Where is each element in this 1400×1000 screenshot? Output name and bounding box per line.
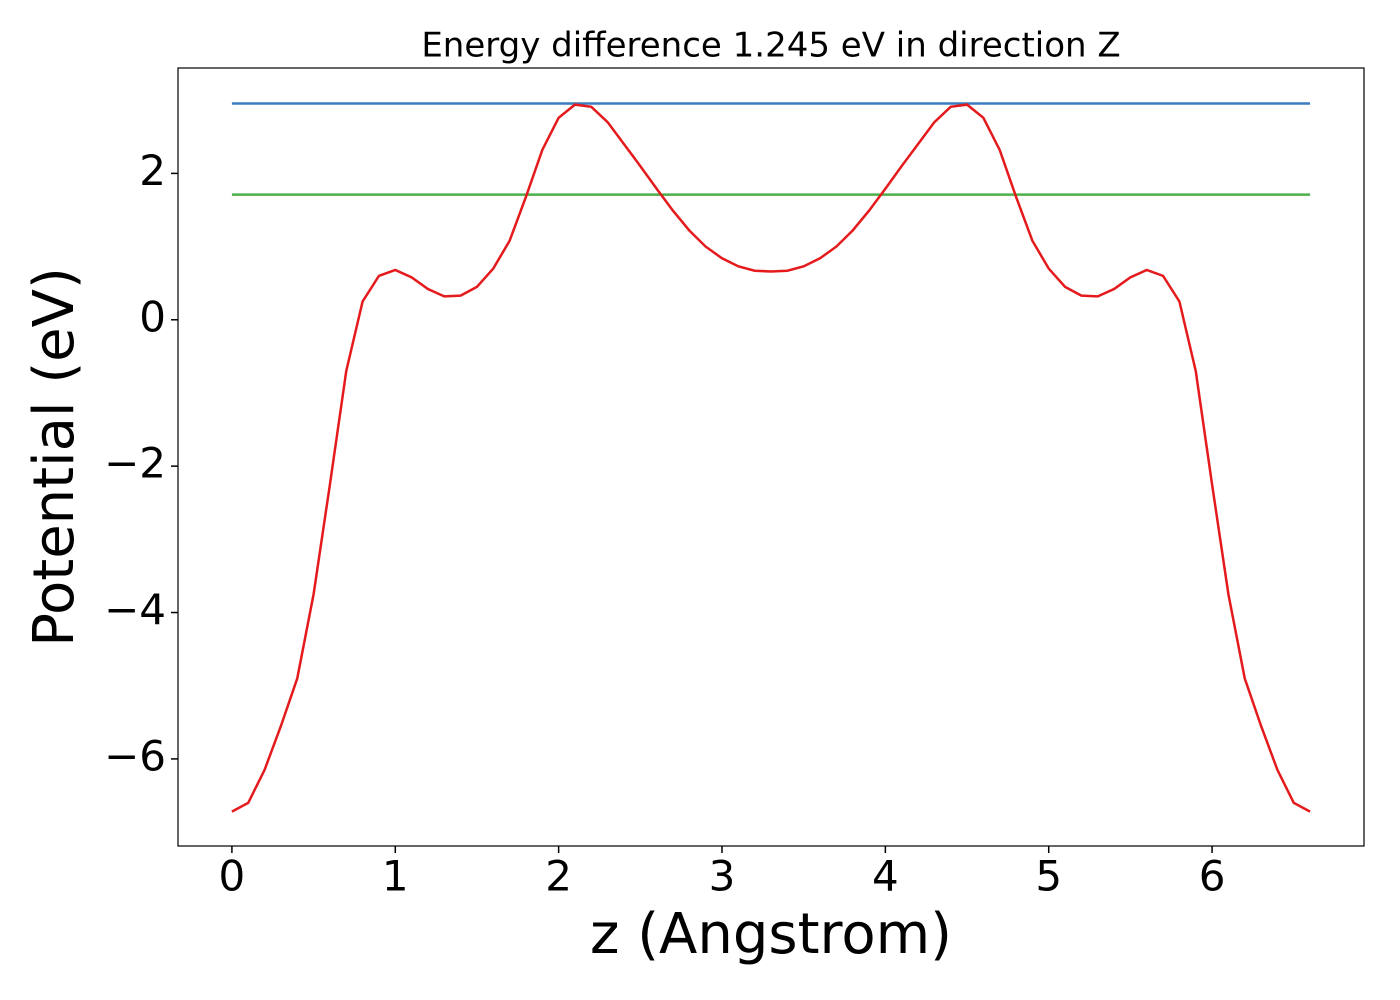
y-tick-label: 2 <box>139 146 166 195</box>
x-tick-label: 0 <box>219 852 246 901</box>
x-tick-label: 5 <box>1035 852 1062 901</box>
x-tick-label: 1 <box>382 852 409 901</box>
plot-frame <box>177 67 1365 847</box>
x-tick-label: 3 <box>709 852 736 901</box>
chart-title: Energy difference 1.245 eV in direction … <box>421 26 1120 66</box>
x-tick-label: 4 <box>872 852 899 901</box>
x-tick-label: 2 <box>545 852 572 901</box>
x-axis-label: z (Angstrom) <box>590 902 952 967</box>
x-tick-label: 6 <box>1199 852 1226 901</box>
y-tick-label: −4 <box>104 585 166 634</box>
y-tick-label: 0 <box>139 292 166 341</box>
y-tick-label: −6 <box>104 731 166 780</box>
data-line <box>231 103 1311 813</box>
y-axis-label: Potential (eV) <box>22 267 87 647</box>
y-tick-label: −2 <box>104 439 166 488</box>
